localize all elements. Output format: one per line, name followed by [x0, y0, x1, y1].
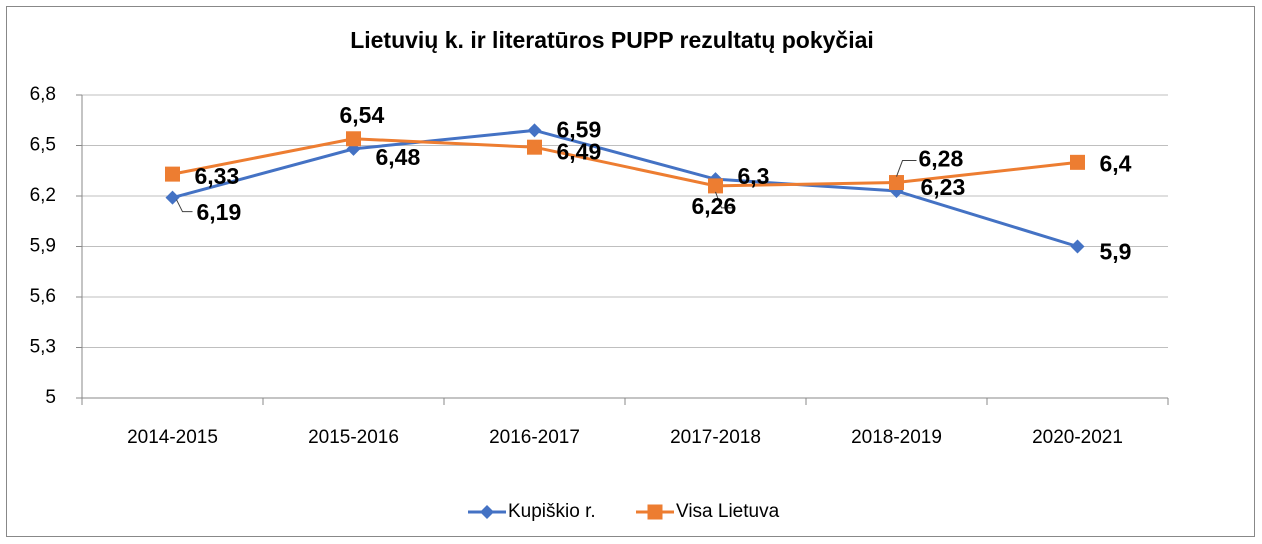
- y-tick-label: 5,3: [30, 337, 56, 358]
- x-tick-label: 2016-2017: [489, 427, 580, 448]
- x-tick-label: 2018-2019: [851, 427, 942, 448]
- data-label: 6,19: [197, 199, 242, 225]
- data-label: 6,33: [195, 163, 240, 189]
- chart-title: Lietuvių k. ir literatūros PUPP rezultat…: [350, 27, 874, 53]
- data-label: 6,4: [1100, 150, 1132, 176]
- x-tick-label: 2014-2015: [127, 427, 218, 448]
- y-tick-label: 5: [45, 387, 56, 408]
- data-label: 6,3: [738, 163, 770, 189]
- x-tick-label: 2017-2018: [670, 427, 761, 448]
- chart-border: [6, 6, 1255, 537]
- data-label: 6,26: [692, 193, 737, 219]
- legend-marker: [480, 505, 494, 519]
- data-point: [708, 178, 723, 194]
- data-label: 6,28: [919, 146, 964, 172]
- data-label: 6,59: [557, 116, 602, 142]
- y-tick-label: 6,8: [30, 84, 56, 105]
- data-point: [889, 175, 904, 191]
- legend-label: Kupiškio r.: [508, 501, 596, 522]
- data-point: [1070, 239, 1085, 254]
- legend-marker: [647, 504, 663, 520]
- leader-line: [176, 199, 193, 213]
- y-tick-label: 6,2: [30, 185, 56, 206]
- data-label: 6,54: [340, 102, 385, 128]
- data-point: [527, 123, 542, 138]
- leader-line: [896, 160, 917, 177]
- y-tick-label: 6,5: [30, 135, 56, 156]
- x-tick-label: 2015-2016: [308, 427, 399, 448]
- series-line: [172, 137, 1078, 188]
- leader-line: [715, 191, 736, 209]
- data-label: 5,9: [1100, 239, 1132, 265]
- y-tick-label: 5,6: [30, 286, 56, 307]
- legend-label: Visa Lietuva: [676, 501, 780, 522]
- series-line: [172, 128, 1078, 248]
- data-point: [165, 190, 180, 205]
- data-label: 6,49: [557, 138, 602, 164]
- x-tick-label: 2020-2021: [1032, 427, 1123, 448]
- data-label: 6,48: [376, 144, 421, 170]
- data-point: [1070, 154, 1085, 170]
- data-point: [346, 131, 361, 147]
- data-point: [165, 166, 180, 182]
- data-label: 6,23: [921, 174, 966, 200]
- y-tick-label: 5,9: [30, 236, 56, 257]
- data-point: [527, 139, 542, 155]
